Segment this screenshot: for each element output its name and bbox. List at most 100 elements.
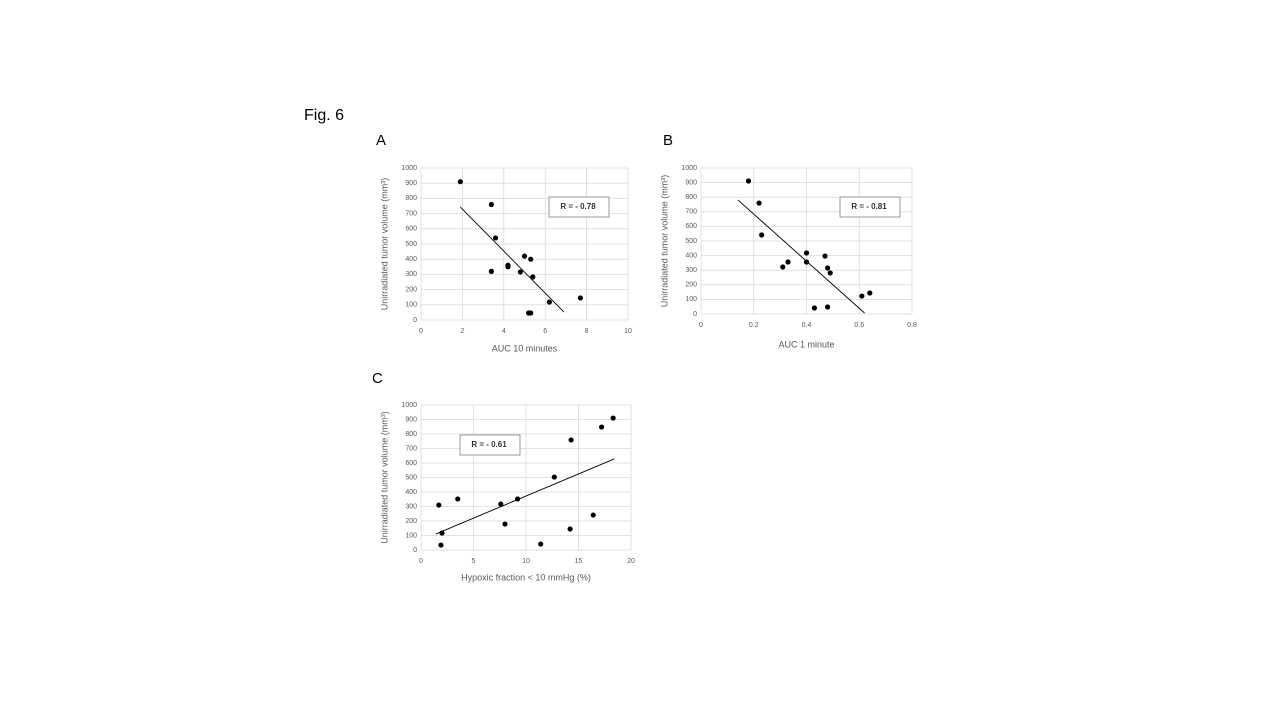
y-tick-label: 300 [685,267,697,274]
y-tick-label: 800 [685,194,697,201]
data-point [803,259,810,265]
annotation: R = - 0.78 [560,202,596,211]
y-tick-label: 700 [405,445,417,452]
x-axis-label: AUC 10 minutes [492,343,558,353]
x-tick-label: 20 [627,558,635,565]
data-point [528,310,534,316]
x-tick-label: 4 [502,328,506,335]
data-point [436,502,442,508]
x-tick-label: 15 [575,558,583,565]
y-tick-label: 500 [405,474,417,481]
x-tick-label: 6 [543,328,547,335]
y-tick-label: 600 [405,226,417,233]
data-point [745,178,752,184]
data-point [825,265,831,271]
y-tick-label: 1000 [681,165,697,172]
x-tick-label: 10 [624,328,632,335]
data-point [590,512,596,518]
x-tick-label: 8 [585,328,589,335]
y-tick-label: 400 [405,256,417,263]
data-point [568,437,574,443]
data-point [759,232,765,238]
data-point [780,264,786,270]
x-tick-label: 0 [419,558,423,565]
data-point [505,264,511,270]
x-tick-label: 0.4 [802,322,812,329]
y-tick-label: 100 [405,532,417,539]
y-tick-label: 400 [405,489,417,496]
data-point [867,290,873,296]
y-tick-label: 400 [685,252,697,259]
data-point [492,235,499,241]
data-point [567,526,573,532]
x-axis-label: Hypoxic fraction < 10 mmHg (%) [461,572,591,582]
y-tick-label: 700 [405,210,417,217]
y-tick-label: 500 [685,238,697,245]
annotation: R = - 0.81 [851,202,887,211]
data-point [502,521,508,527]
y-tick-label: 1000 [401,402,417,409]
trendline [737,199,865,314]
y-tick-label: 800 [405,195,417,202]
annotation: R = - 0.61 [471,440,507,449]
data-point [488,268,494,274]
y-tick-label: 700 [685,209,697,216]
y-tick-label: 200 [685,282,697,289]
y-tick-label: 300 [405,271,417,278]
y-tick-label: 0 [693,311,697,318]
data-point [521,253,528,259]
data-point [827,270,833,276]
data-point [498,501,504,507]
x-tick-label: 5 [472,558,476,565]
data-point [599,424,605,430]
panel-label: B [663,132,673,149]
y-tick-label: 900 [405,416,417,423]
y-axis-label: Unirradiated tumor volume (mm³) [379,178,389,311]
panel-label: C [372,370,383,387]
y-tick-label: 600 [405,460,417,467]
data-point [517,269,523,275]
y-tick-label: 200 [405,518,417,525]
x-tick-label: 0.8 [907,322,917,329]
data-point [756,200,762,206]
trendline [435,458,615,535]
y-axis-label: Unirradiated tumor volume (mm³) [659,175,669,308]
y-tick-label: 900 [685,179,697,186]
data-point [488,201,494,208]
x-tick-label: 10 [522,558,530,565]
data-point [528,256,534,262]
x-tick-label: 2 [460,328,464,335]
x-tick-label: 0 [419,328,423,335]
panel-label: A [376,132,386,149]
data-point [551,474,557,480]
data-point [457,179,463,185]
data-point [785,259,791,265]
data-point [538,541,544,547]
y-tick-label: 100 [405,302,417,309]
annotation-box [839,196,901,218]
x-tick-label: 0.2 [749,322,759,329]
trendline [460,206,565,313]
y-tick-label: 600 [685,223,697,230]
y-axis-label: Unirradiated tumor volume (mm³) [379,411,389,544]
y-tick-label: 1000 [401,165,417,172]
x-tick-label: 0 [699,322,703,329]
y-tick-label: 800 [405,431,417,438]
data-point [530,274,536,280]
figure-label: Fig. 6 [304,107,344,124]
data-point [811,305,818,311]
x-tick-label: 0.6 [854,322,864,329]
data-point [546,299,552,305]
data-point [822,253,828,259]
data-point [438,542,444,548]
data-point [610,415,616,421]
y-tick-label: 0 [413,317,417,324]
data-point [577,295,583,301]
y-tick-label: 300 [405,503,417,510]
data-point [859,293,865,299]
y-tick-label: 200 [405,286,417,293]
y-tick-label: 900 [405,180,417,187]
x-axis-label: AUC 1 minute [778,339,834,349]
data-point [825,304,831,310]
